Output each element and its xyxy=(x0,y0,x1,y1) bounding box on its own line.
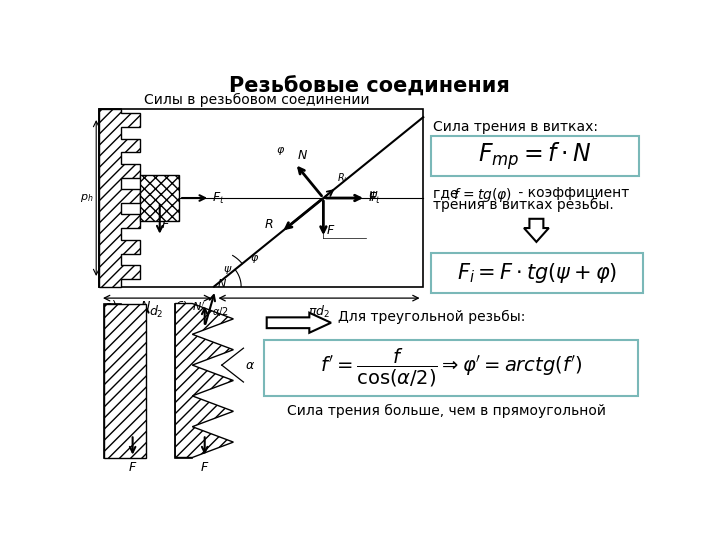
Text: $N'$: $N'$ xyxy=(192,300,205,313)
Text: $F$: $F$ xyxy=(128,461,138,474)
Text: $N$: $N$ xyxy=(217,276,227,289)
Bar xyxy=(99,110,423,287)
FancyBboxPatch shape xyxy=(431,253,642,293)
Text: Для треугольной резьбы:: Для треугольной резьбы: xyxy=(338,309,526,324)
Text: $R$: $R$ xyxy=(264,218,274,231)
Text: Сила трения в витках:: Сила трения в витках: xyxy=(433,120,598,134)
Polygon shape xyxy=(104,303,145,457)
FancyBboxPatch shape xyxy=(264,340,638,396)
Text: $F_{\mathit{mp}} = f \cdot N$: $F_{\mathit{mp}} = f \cdot N$ xyxy=(478,140,592,172)
Text: $\varphi$: $\varphi$ xyxy=(250,253,259,265)
Text: $F$: $F$ xyxy=(161,219,171,232)
Text: Силы в резьбовом соединении: Силы в резьбовом соединении xyxy=(144,92,369,106)
Text: $\alpha$: $\alpha$ xyxy=(245,359,255,372)
Text: трения в витках резьбы.: трения в витках резьбы. xyxy=(433,198,613,212)
Polygon shape xyxy=(140,175,179,221)
Text: $a)$: $a)$ xyxy=(104,298,117,313)
Bar xyxy=(175,303,192,457)
Text: $N$: $N$ xyxy=(140,300,151,313)
Text: $F_t$: $F_t$ xyxy=(367,191,380,206)
Polygon shape xyxy=(175,303,233,457)
Text: $б)$: $б)$ xyxy=(175,298,189,314)
Text: $F$: $F$ xyxy=(326,224,336,237)
Polygon shape xyxy=(99,110,140,287)
Text: - коэффициент: - коэффициент xyxy=(514,186,629,200)
Text: $F$: $F$ xyxy=(200,461,210,474)
Text: $f\,{=}tg(\varphi)$: $f\,{=}tg(\varphi)$ xyxy=(453,186,512,205)
Text: Резьбовые соединения: Резьбовые соединения xyxy=(228,76,510,97)
Text: Сила трения больше, чем в прямоугольной: Сила трения больше, чем в прямоугольной xyxy=(287,403,606,418)
Text: где: где xyxy=(433,186,462,200)
Text: $R_i$: $R_i$ xyxy=(338,171,348,185)
Text: $p_h$: $p_h$ xyxy=(81,192,94,204)
Polygon shape xyxy=(524,219,549,242)
Text: $\alpha/2$: $\alpha/2$ xyxy=(212,305,229,318)
Text: $F_t$: $F_t$ xyxy=(212,191,225,206)
Text: $f' = \dfrac{f}{\cos(\alpha / 2)} \Rightarrow \varphi' = arctg(f')$: $f' = \dfrac{f}{\cos(\alpha / 2)} \Right… xyxy=(320,347,582,389)
Text: $d_2$: $d_2$ xyxy=(149,303,164,320)
Text: $\varphi$: $\varphi$ xyxy=(276,145,286,157)
Polygon shape xyxy=(266,313,331,333)
Text: $\pi d_2$: $\pi d_2$ xyxy=(308,303,330,320)
Polygon shape xyxy=(99,110,121,287)
Bar xyxy=(104,303,121,457)
Text: $F_i = F \cdot tg(\psi + \varphi)$: $F_i = F \cdot tg(\psi + \varphi)$ xyxy=(456,261,617,285)
Text: $\psi$: $\psi$ xyxy=(369,189,379,203)
Text: $N$: $N$ xyxy=(297,149,307,162)
Text: $\psi$: $\psi$ xyxy=(223,264,233,276)
FancyBboxPatch shape xyxy=(431,136,639,176)
